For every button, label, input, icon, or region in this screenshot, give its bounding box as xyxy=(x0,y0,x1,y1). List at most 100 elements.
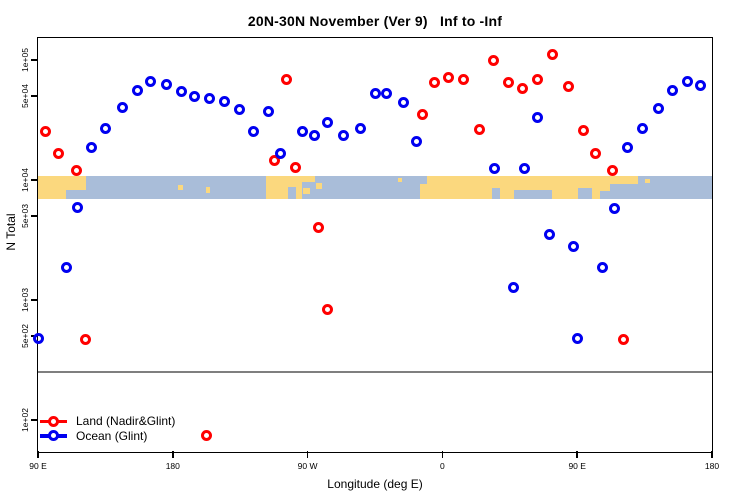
legend: Land (Nadir&Glint) Ocean (Glint) xyxy=(40,414,175,443)
data-point-land xyxy=(289,161,301,173)
y-tick-label: 1e+03 xyxy=(20,287,30,312)
map-band-land-patch xyxy=(303,187,310,194)
data-point-land xyxy=(607,165,619,177)
data-point-ocean xyxy=(622,142,634,154)
data-point-ocean xyxy=(116,102,128,114)
data-point-ocean xyxy=(354,122,366,134)
x-tick-mark xyxy=(711,451,713,458)
map-band-water-patch xyxy=(492,187,501,200)
data-point-ocean xyxy=(518,163,530,175)
data-point-ocean xyxy=(60,262,72,274)
data-point-ocean xyxy=(189,91,201,103)
data-point-ocean xyxy=(338,130,350,142)
chart-title: 20N-30N November (Ver 9) Inf to -Inf xyxy=(247,13,503,29)
x-tick-label: 0 xyxy=(440,461,445,471)
map-band-land-patch xyxy=(398,177,403,183)
data-point-ocean xyxy=(667,85,679,97)
data-point-ocean xyxy=(160,79,172,91)
data-point-land xyxy=(321,304,333,316)
data-point-land xyxy=(488,55,500,67)
data-point-ocean xyxy=(543,229,555,241)
data-point-ocean xyxy=(381,88,393,100)
map-band-water-patch xyxy=(514,190,553,200)
data-point-ocean xyxy=(274,148,286,160)
map-band-water-patch xyxy=(287,186,296,200)
data-point-land xyxy=(458,74,470,86)
data-point-ocean xyxy=(175,86,187,98)
legend-item-ocean: Ocean (Glint) xyxy=(40,429,175,444)
data-point-land xyxy=(502,77,514,89)
data-point-ocean xyxy=(233,104,245,116)
data-point-ocean xyxy=(653,103,665,115)
data-point-ocean xyxy=(85,142,97,154)
data-point-land xyxy=(562,81,574,93)
data-point-ocean xyxy=(322,117,334,129)
data-point-land xyxy=(269,155,281,167)
data-point-ocean xyxy=(204,93,216,105)
data-point-ocean xyxy=(695,80,707,92)
data-point-ocean xyxy=(32,333,44,345)
data-point-land xyxy=(443,72,455,84)
data-point-land xyxy=(280,74,292,86)
x-tick-mark xyxy=(576,451,578,458)
data-point-land xyxy=(618,334,630,346)
data-point-land xyxy=(474,124,486,136)
y-tick-label: 5e+03 xyxy=(20,204,30,228)
data-point-land xyxy=(80,334,92,346)
x-tick-mark xyxy=(37,451,39,458)
x-axis-title: Longitude (deg E) xyxy=(327,477,423,491)
data-point-ocean xyxy=(410,135,422,147)
land-marker-icon xyxy=(40,415,67,427)
data-point-ocean xyxy=(145,75,157,87)
data-point-land xyxy=(577,125,589,137)
y-tick-mark xyxy=(31,419,38,421)
data-point-land xyxy=(53,148,65,160)
map-band-land-patch xyxy=(610,176,638,185)
threshold-line xyxy=(38,370,712,373)
x-tick-label: 90 E xyxy=(29,461,47,471)
ocean-marker-icon xyxy=(40,430,67,442)
data-point-ocean xyxy=(572,333,584,345)
map-band-land-patch xyxy=(178,184,184,191)
map-band-water-patch xyxy=(66,190,86,200)
x-tick-mark xyxy=(306,451,309,458)
data-point-land xyxy=(40,126,52,138)
y-tick-mark xyxy=(31,59,38,61)
data-point-land xyxy=(313,222,325,234)
data-point-ocean xyxy=(637,123,649,135)
data-point-ocean xyxy=(682,76,694,88)
map-band-land-patch xyxy=(265,176,303,200)
map-band-water-patch xyxy=(577,187,593,200)
data-point-ocean xyxy=(248,126,260,138)
data-point-land xyxy=(70,164,82,176)
y-tick-mark xyxy=(31,299,38,301)
land-legend-circle-icon xyxy=(48,415,59,427)
x-tick-label: 90 E xyxy=(568,461,586,471)
y-tick-mark xyxy=(31,215,38,217)
y-tick-label: 5e+02 xyxy=(20,324,30,348)
y-tick-label: 5e+04 xyxy=(20,84,30,109)
x-tick-label: 180 xyxy=(165,461,180,471)
data-point-ocean xyxy=(531,112,543,124)
data-point-ocean xyxy=(131,84,143,96)
map-band-water-patch xyxy=(599,191,610,200)
data-point-land xyxy=(590,148,602,160)
data-point-land xyxy=(417,109,429,121)
legend-label-ocean: Ocean (Glint) xyxy=(76,428,148,443)
map-band-land-patch xyxy=(420,176,610,200)
data-point-land xyxy=(517,82,529,94)
legend-item-land: Land (Nadir&Glint) xyxy=(40,414,175,429)
data-point-ocean xyxy=(369,88,381,100)
y-tick-mark xyxy=(31,95,38,97)
legend-label-land: Land (Nadir&Glint) xyxy=(76,414,176,429)
x-tick-label: 180 xyxy=(704,461,720,471)
data-point-ocean xyxy=(297,126,309,138)
map-band-land-patch xyxy=(315,183,322,190)
data-point-ocean xyxy=(263,106,275,118)
x-tick-label: 90 W xyxy=(297,461,318,471)
data-point-ocean xyxy=(567,241,579,253)
data-point-ocean xyxy=(508,282,520,294)
x-tick-mark xyxy=(441,451,444,458)
data-point-land xyxy=(532,74,544,86)
